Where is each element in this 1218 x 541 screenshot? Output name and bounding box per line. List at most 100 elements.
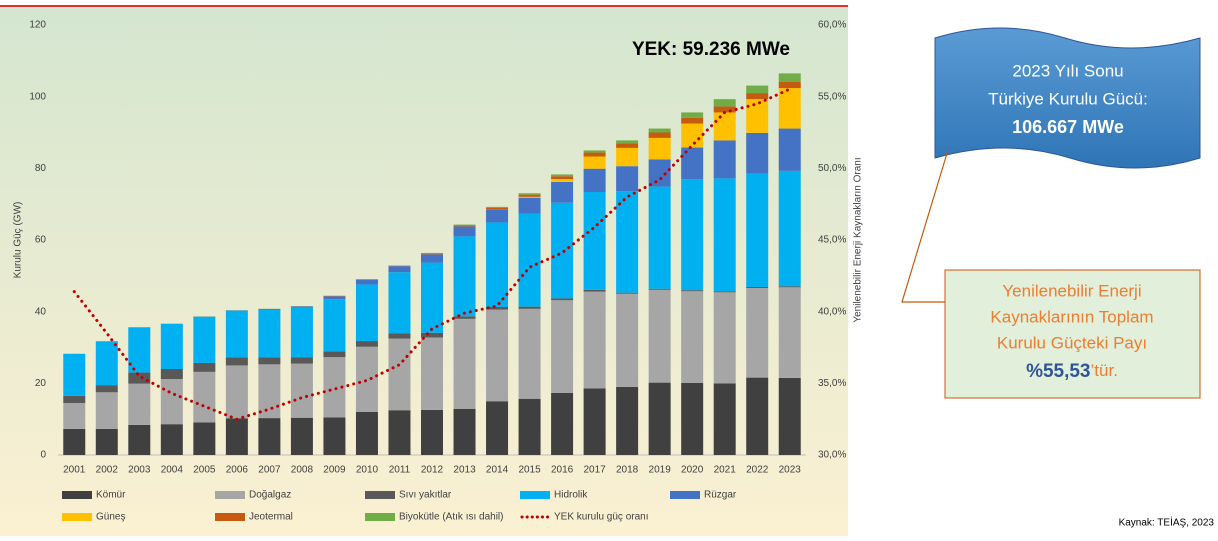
- bar-segment: [616, 387, 638, 455]
- y-axis-label: Kurulu Güç (GW): [13, 202, 24, 279]
- x-tick-label: 2016: [551, 465, 574, 476]
- bar-segment: [63, 429, 85, 455]
- bar-segment: [323, 417, 345, 455]
- legend-label: Jeotermal: [249, 512, 293, 523]
- bar-segment: [779, 171, 801, 286]
- bar-segment: [714, 383, 736, 455]
- bar-segment: [258, 310, 280, 358]
- bar-segment: [746, 86, 768, 94]
- bar-segment: [746, 287, 768, 288]
- y-tick-label: 20: [35, 378, 47, 389]
- bar-segment: [63, 403, 85, 429]
- bar-segment: [258, 364, 280, 418]
- bar-segment: [584, 157, 606, 169]
- bar-segment: [779, 73, 801, 82]
- bar-segment: [584, 153, 606, 157]
- bar-segment: [519, 214, 541, 307]
- y2-tick-label: 60,0%: [818, 20, 846, 31]
- x-tick-label: 2021: [714, 465, 737, 476]
- legend-label: Biyokütle (Atık ısı dahil): [399, 512, 503, 523]
- callout-text: Kaynaklarının Toplam: [990, 307, 1153, 326]
- legend-swatch: [365, 513, 395, 521]
- bar-segment: [714, 178, 736, 291]
- x-tick-label: 2020: [681, 465, 704, 476]
- bar-segment: [454, 409, 476, 455]
- x-tick-label: 2012: [421, 465, 444, 476]
- bar-segment: [714, 292, 736, 383]
- bar-segment: [96, 385, 118, 392]
- y-tick-label: 80: [35, 163, 47, 174]
- y2-tick-label: 50,0%: [818, 163, 846, 174]
- bar-segment: [519, 193, 541, 194]
- bar-segment: [388, 272, 410, 333]
- bar-segment: [486, 210, 508, 223]
- bar-segment: [584, 290, 606, 292]
- bar-segment: [649, 129, 671, 133]
- bar-segment: [649, 290, 671, 383]
- bar-segment: [584, 192, 606, 290]
- x-tick-label: 2007: [258, 465, 281, 476]
- bar-segment: [551, 182, 573, 203]
- bar-segment: [714, 99, 736, 106]
- annotation: YEK: 59.236 MWe: [632, 39, 790, 60]
- bar-segment: [616, 143, 638, 148]
- y-tick-label: 120: [29, 20, 46, 31]
- callout-value: %55,53’tür.: [1026, 361, 1118, 382]
- y-tick-label: 100: [29, 91, 46, 102]
- bar-segment: [746, 378, 768, 455]
- bar-segment: [649, 133, 671, 138]
- bar-segment: [649, 289, 671, 290]
- bar-segment: [779, 378, 801, 455]
- bar-segment: [681, 383, 703, 455]
- bar-segment: [714, 140, 736, 178]
- bar-segment: [486, 208, 508, 209]
- bar-segment: [551, 174, 573, 176]
- x-tick-label: 2013: [453, 465, 476, 476]
- bar-segment: [193, 372, 215, 423]
- bar-segment: [258, 309, 280, 310]
- bar-segment: [584, 150, 606, 152]
- bar-segment: [96, 341, 118, 385]
- x-tick-label: 2010: [356, 465, 379, 476]
- x-tick-label: 2019: [649, 465, 672, 476]
- bar-segment: [519, 309, 541, 399]
- bar-segment: [161, 324, 183, 369]
- bar-segment: [519, 198, 541, 214]
- y-tick-label: 60: [35, 235, 47, 246]
- bar-segment: [616, 140, 638, 143]
- bar-segment: [681, 112, 703, 117]
- bar-segment: [714, 291, 736, 292]
- legend-label: Rüzgar: [704, 490, 737, 501]
- y2-tick-label: 30,0%: [818, 450, 846, 461]
- x-tick-label: 2011: [389, 465, 411, 476]
- bar-segment: [486, 207, 508, 208]
- bar-segment: [519, 307, 541, 309]
- bar-segment: [616, 166, 638, 191]
- legend-swatch: [62, 491, 92, 499]
- bar-segment: [454, 225, 476, 226]
- bar-segment: [551, 176, 573, 179]
- y2-tick-label: 35,0%: [818, 378, 846, 389]
- callout-text: Türkiye Kurulu Gücü:: [988, 89, 1148, 108]
- bar-segment: [551, 179, 573, 182]
- y-tick-label: 40: [35, 306, 47, 317]
- x-tick-label: 2003: [128, 465, 151, 476]
- bar-segment: [291, 308, 313, 357]
- x-tick-label: 2022: [746, 465, 769, 476]
- bar-segment: [779, 286, 801, 287]
- bar-segment: [63, 354, 85, 396]
- bar-segment: [649, 159, 671, 186]
- bar-segment: [746, 174, 768, 287]
- bar-segment: [681, 291, 703, 383]
- bar-segment: [128, 373, 150, 384]
- legend-swatch: [215, 513, 245, 521]
- bar-segment: [454, 226, 476, 236]
- x-tick-label: 2015: [518, 465, 541, 476]
- bar-segment: [616, 294, 638, 387]
- callout-text: 2023 Yılı Sonu: [1012, 61, 1123, 80]
- bar-segment: [356, 341, 378, 347]
- bar-segment: [388, 266, 410, 272]
- bar-segment: [226, 358, 248, 366]
- bar-segment: [616, 191, 638, 292]
